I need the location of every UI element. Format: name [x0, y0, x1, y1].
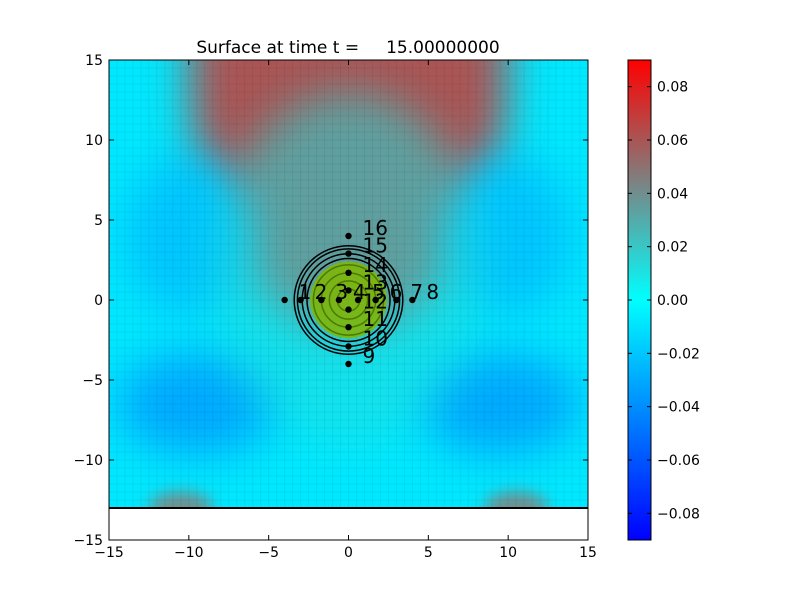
y-tick-label: 5: [94, 213, 103, 229]
x-axis: −15 −10 −5 0 5 10 15: [94, 60, 597, 561]
colorbar-tick-label: −0.04: [657, 400, 700, 416]
y-tick-label: −15: [73, 533, 103, 549]
y-tick-label: 15: [85, 53, 103, 69]
gauge-marker-8: [409, 296, 416, 304]
gauge-label-6: 6: [390, 280, 403, 304]
gauge-marker-1: [281, 296, 288, 304]
x-tick-label: −15: [94, 545, 124, 561]
gauge-marker-7: [393, 296, 400, 304]
gauge-label-15: 15: [363, 234, 388, 258]
gauge-label-13: 13: [363, 270, 388, 294]
y-tick-label: 0: [94, 293, 103, 309]
colorbar-ticks: −0.08 −0.06 −0.04 −0.02 0.00 0.02 0.04 0.06 0.08: [628, 80, 700, 522]
gauge-marker-14: [345, 269, 352, 276]
colorbar: −0.08 −0.06 −0.04 −0.02 0.00 0.02 0.04 0.06 0.08: [627, 59, 700, 541]
y-axis: −15 −10 −5 0 5 10 15: [73, 53, 588, 549]
gauge-marker-15: [345, 250, 352, 257]
contour-ring: [328, 280, 369, 320]
colorbar-tick-label: −0.08: [657, 506, 700, 522]
x-tick-label: 0: [344, 545, 353, 561]
x-tick-label: 10: [499, 545, 517, 561]
gauge-marker-5: [354, 296, 362, 304]
contour-ring: [312, 264, 385, 336]
contour-ring: [293, 244, 404, 356]
gauge-marker-10: [345, 343, 352, 350]
gauge-label-12: 12: [363, 290, 388, 314]
gauge-marker-4: [335, 296, 343, 304]
gauge-label-14: 14: [363, 253, 388, 277]
y-tick-label: 10: [85, 133, 103, 149]
gauge-label-9: 9: [363, 344, 376, 368]
gauge-label-11: 11: [363, 307, 388, 331]
y-tick-label: −5: [82, 373, 103, 389]
x-tick-label: 15: [579, 545, 597, 561]
gauge-marker-13: [345, 287, 352, 294]
colorbar-tick-label: 0.02: [657, 240, 688, 256]
colorbar-tick-label: 0.08: [657, 80, 688, 96]
gauge-marker-12: [345, 306, 352, 313]
colorbar-tick-label: 0.04: [657, 186, 688, 202]
surface-right-lobe: [420, 352, 581, 456]
x-tick-label: −5: [258, 545, 279, 561]
surface-bottom-right-bump: [484, 492, 549, 508]
gauge-marker-9: [345, 360, 352, 368]
gauge-label-8: 8: [426, 280, 439, 304]
gauge-marker-16: [345, 232, 352, 240]
gauge-label-16: 16: [363, 216, 388, 240]
gauge-marker-6: [372, 296, 379, 304]
colorbar-tick-label: 0.06: [657, 133, 688, 149]
gauge-marker-3: [318, 296, 325, 304]
gauge-marker-11: [345, 324, 352, 331]
x-tick-label: 5: [424, 545, 433, 561]
gauge-label-2: 2: [315, 280, 328, 304]
gauge-label-10: 10: [363, 326, 388, 350]
colorbar-tick-label: −0.06: [657, 453, 700, 469]
chart-title: Surface at time t = 15.00000000: [196, 38, 499, 58]
contour-ring: [306, 257, 391, 343]
grid-layer: [109, 60, 588, 508]
surface-bottom-left-bump: [148, 492, 213, 508]
colorbar-tick-label: 0.00: [657, 293, 688, 309]
gauge-marker-2: [297, 296, 304, 304]
y-tick-label: −10: [73, 453, 103, 469]
colorbar-tick-label: −0.02: [657, 346, 700, 362]
surface-left-lobe: [116, 352, 277, 456]
x-tick-label: −10: [174, 545, 204, 561]
